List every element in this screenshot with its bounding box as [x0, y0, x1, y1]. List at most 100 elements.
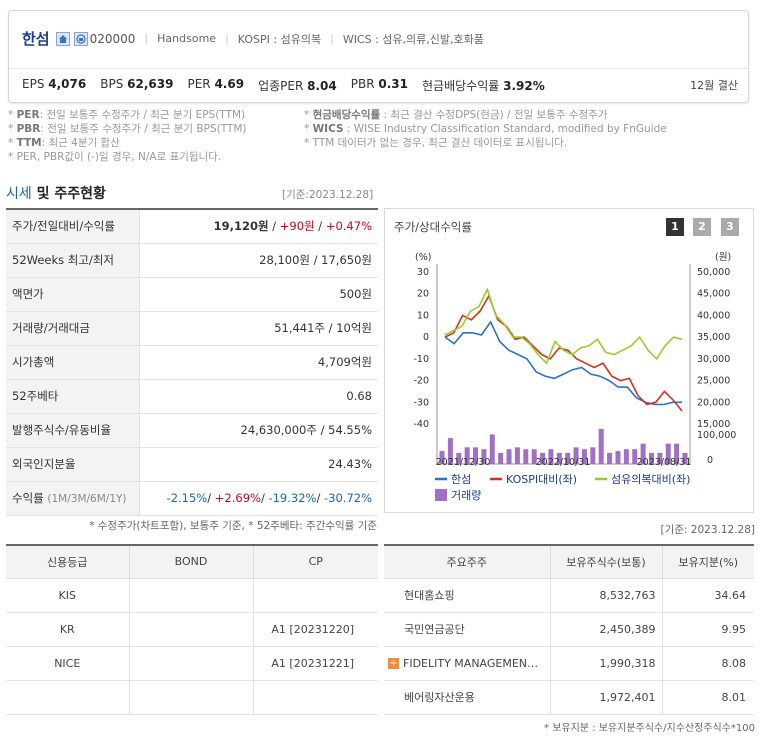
x-tick-label: 2021/12/30 [436, 457, 491, 468]
stock-code: 020000 [89, 31, 136, 46]
chart-page-1-button[interactable]: 1 [666, 218, 684, 236]
volume-bar [489, 434, 495, 464]
note-item: * 현금배당수익률 : 최근 결산 수정DPS(현금) / 전일 보통주 수정주… [304, 109, 608, 121]
chart-page-3-button[interactable]: 3 [721, 218, 739, 236]
holder-shares: 1,990,318 [550, 646, 663, 681]
x-tick-label: 2022/10/31 [536, 457, 591, 468]
credit-rating-table: 신용등급 BOND CP KIS KR A1 [20231220] NICE A1 … [6, 544, 378, 715]
metrics-row: EPS 4,076 BPS 62,639 PER 4.69 업종PER 8.04… [22, 77, 559, 94]
volume-bar [473, 447, 479, 464]
volume-bar [531, 449, 537, 464]
bond-rating [129, 578, 254, 613]
row-label: 발행주식수/유동비율 [6, 413, 140, 448]
chart-base-date: [기준: 2023.12.28] [660, 524, 755, 536]
row-value: 51,441주 / 10억원 [139, 311, 378, 346]
legend-label: 한섬 [451, 473, 471, 486]
market-info: KOSPI : 섬유의복 [237, 32, 322, 46]
right-tick-label: 50,000 [697, 267, 730, 278]
left-axis-label: (%) [415, 252, 431, 263]
table-row: 52주베타 0.68 [6, 379, 378, 414]
plus-icon[interactable]: + [388, 658, 399, 669]
series-line-2 [444, 287, 683, 365]
row-value: 28,100원 / 17,650원 [139, 243, 378, 278]
current-price: 19,120원 [213, 219, 269, 234]
shareholders-table: 주요주주 보유주식수(보통) 보유지분(%) 현대홈쇼핑 8,532,763 34.… [384, 544, 754, 715]
home-icon[interactable] [55, 31, 70, 46]
agency-name: NICE [6, 646, 130, 681]
note-item: * TTM 데이터가 없는 경우, 최근 결산 데이터로 표시됩니다. [304, 137, 568, 149]
column-header: CP [253, 545, 378, 579]
notes-left: * PER: 전일 보통주 수정주가 / 최근 분기 EPS(TTM) * PB… [8, 108, 247, 164]
holder-name-cell[interactable]: + FIDELITY MANAGEMEN… [384, 646, 551, 681]
note-item: * TTM: 최근 4분기 합산 [8, 137, 120, 149]
table-row: + FIDELITY MANAGEMEN… 1,990,318 8.08 [384, 646, 754, 681]
right-tick-label: 40,000 [697, 310, 730, 321]
agency-name [6, 680, 130, 715]
table-row: KIS [6, 578, 378, 613]
row-label: 거래량/거래대금 [6, 311, 140, 346]
holder-name: 베어링자산운용 [384, 680, 551, 715]
series-line-0 [444, 320, 682, 406]
table-row: 수익률 (1M/3M/6M/1Y) -2.15%/ +2.69%/ -19.32… [6, 481, 378, 516]
holder-pct: 8.08 [662, 646, 754, 681]
holder-shares: 1,972,401 [550, 680, 663, 715]
volume-tick-label: 100,000 [697, 430, 736, 441]
left-tick-label: -20 [413, 376, 429, 387]
column-header: BOND [129, 545, 254, 579]
volume-bar [607, 452, 613, 464]
holder-pct: 9.95 [662, 612, 754, 647]
table-row: 액면가 500원 [6, 277, 378, 312]
legend-label: 섬유의복대비(좌) [611, 473, 690, 486]
divider: | [144, 32, 149, 45]
table-row: 현대홈쇼핑 8,532,763 34.64 [384, 578, 754, 613]
left-tick-label: 10 [417, 310, 429, 321]
left-tick-label: -30 [413, 397, 429, 408]
column-header: 신용등급 [6, 545, 130, 579]
volume-bar [632, 449, 638, 464]
left-tick-label: 20 [417, 289, 429, 300]
table-row: 52Weeks 최고/최저 28,100원 / 17,650원 [6, 243, 378, 278]
volume-bar [439, 451, 445, 464]
left-tick-label: 0 [423, 332, 429, 343]
price-diff: +90원 [279, 219, 315, 234]
cp-rating: A1 [20231220] [253, 612, 378, 647]
volume-bar [447, 438, 453, 464]
chart-title: 주가/상대수익률 [394, 220, 472, 234]
holder-shares: 8,532,763 [550, 578, 663, 613]
row-value: 4,709억원 [139, 345, 378, 380]
notes-right: * 현금배당수익률 : 최근 결산 수정DPS(현금) / 전일 보통주 수정주… [304, 108, 667, 150]
table-row: NICE A1 [20231221] [6, 646, 378, 681]
cp-rating [253, 680, 378, 715]
volume-bar [598, 428, 604, 464]
settlement-month: 12월 결산 [690, 79, 738, 92]
ir-icon[interactable] [73, 31, 88, 46]
note-item: * PER, PBR값이 (-)일 경우, N/A로 표기됩니다. [8, 151, 222, 163]
column-header: 주요주주 [384, 545, 551, 579]
note-item: * WICS : WISE Industry Classification St… [304, 123, 667, 135]
volume-bar [514, 447, 520, 464]
metric-eps: EPS 4,076 [22, 77, 87, 91]
table-row: 시가총액 4,709억원 [6, 345, 378, 380]
volume-bar [540, 452, 546, 464]
divider [9, 68, 748, 69]
table-row: 외국인지분율 24.43% [6, 447, 378, 482]
holder-name: 국민연금공단 [384, 612, 551, 647]
base-date: [기준:2023.12.28] [282, 189, 374, 201]
row-value: 24.43% [139, 447, 378, 482]
chart-page-2-button[interactable]: 2 [693, 218, 711, 236]
table-row: KR A1 [20231220] [6, 612, 378, 647]
volume-bar [481, 449, 487, 464]
holder-name: 현대홈쇼핑 [384, 578, 551, 613]
row-label: 시가총액 [6, 345, 140, 380]
right-tick-label: 25,000 [697, 376, 730, 387]
row-label: 외국인지분율 [6, 447, 140, 482]
agency-name: KR [6, 612, 130, 647]
volume-bar [623, 449, 629, 464]
right-tick-label: 45,000 [697, 289, 730, 300]
volume-bar [581, 449, 587, 464]
shareholder-footnote: * 보유지분 : 보유지분주식수/지수산정주식수*100 [544, 723, 755, 734]
legend-label: 거래량 [451, 489, 481, 502]
table-row: 주가/전일대비/수익률 19,120원 / +90원 / +0.47% [6, 209, 378, 244]
right-tick-label: 15,000 [697, 419, 730, 430]
metric-dividend-yield: 현금배당수익률 3.92% [422, 79, 545, 93]
